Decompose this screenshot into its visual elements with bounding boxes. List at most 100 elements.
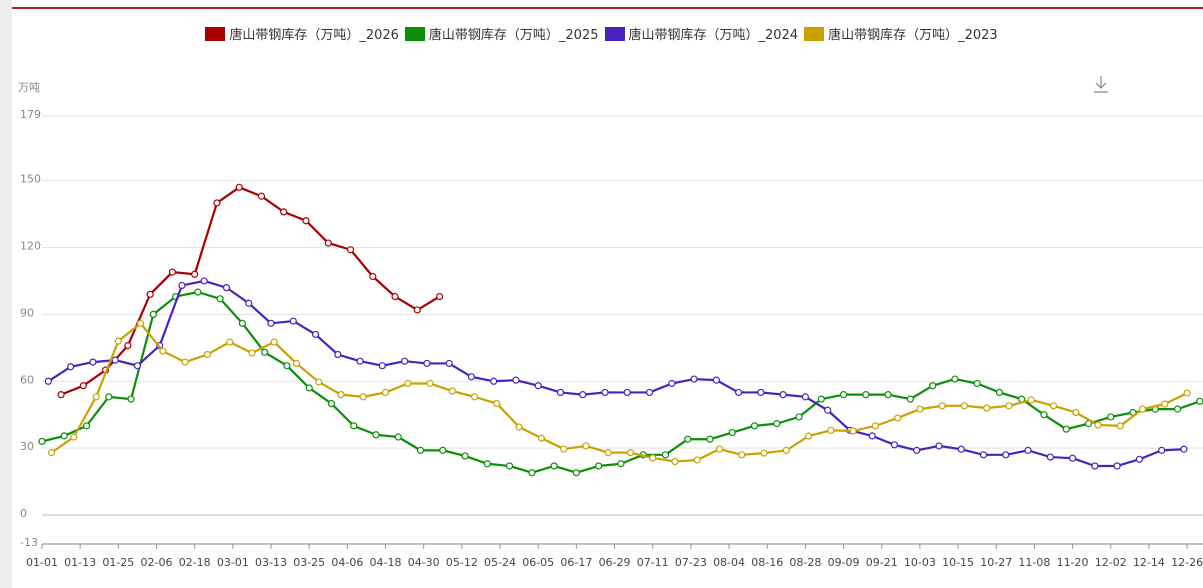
data-point [1094,421,1102,429]
data-point [369,272,377,281]
y-tick-label: 30 [20,440,34,453]
data-point [82,422,91,430]
data-point [191,270,199,278]
data-point [884,391,892,399]
data-point [1005,402,1013,410]
data-point [356,357,364,365]
data-point [801,393,809,401]
data-point [235,183,243,191]
data-point [289,317,297,325]
y-tick-label: 60 [20,373,34,386]
legend-item[interactable]: 唐山带钢库存（万吨）_2023 [804,24,998,43]
data-point [1180,445,1188,453]
data-point [292,359,301,368]
x-tick-label: 12-14 [1133,556,1165,569]
data-point [105,393,113,401]
data-point [960,402,969,410]
x-tick-label: 05-12 [446,556,478,569]
x-tick-label: 11-20 [1057,556,1089,569]
data-point [146,290,154,298]
x-tick-label: 10-27 [980,556,1012,569]
data-point [957,445,965,453]
data-point [1196,397,1203,405]
data-point [467,373,476,381]
data-point [938,402,946,410]
x-tick-label: 03-25 [293,556,325,569]
x-tick-label: 04-18 [370,556,402,569]
data-point [1138,405,1147,413]
data-point [127,395,135,403]
series-line [60,186,441,396]
data-point [1113,462,1121,470]
data-point [315,378,323,386]
data-point [626,449,635,457]
data-point [159,347,167,355]
data-point [89,358,97,366]
data-point [324,239,332,247]
y-tick-label: 120 [20,240,41,253]
data-point [178,281,186,290]
data-point [894,414,902,422]
legend-item[interactable]: 唐山带钢库存（万吨）_2024 [604,24,798,43]
data-point [372,431,380,439]
data-point [111,356,119,364]
data-point [305,384,313,392]
y-tick-label: 90 [20,306,34,319]
x-tick-label: 12-02 [1095,556,1127,569]
data-point [137,319,145,327]
data-point [1091,462,1099,470]
data-point [871,422,879,430]
data-point [439,446,447,454]
data-point [245,299,253,307]
x-tick-label: 08-28 [789,556,821,569]
data-point [515,423,523,431]
data-point [1183,389,1191,397]
data-point [213,199,221,207]
data-point [560,445,568,453]
data-point [916,405,924,413]
legend-item[interactable]: 唐山带钢库存（万吨）_2026 [205,24,399,43]
data-point [582,442,590,450]
data-point [124,342,132,350]
x-tick-label: 10-15 [942,556,974,569]
data-point [795,413,803,421]
data-point [760,449,768,457]
x-tick-label: 01-13 [64,556,96,569]
x-tick-label: 09-21 [866,556,898,569]
data-point [550,462,558,470]
y-unit: 万吨 [18,81,40,94]
data-point [238,319,246,327]
data-point [423,359,431,368]
data-point [617,460,625,468]
legend-item[interactable]: 唐山带钢库存（万吨）_2025 [404,24,599,43]
data-point [334,350,342,359]
data-point [913,446,921,454]
data-point [1173,405,1182,413]
data-point [1046,453,1054,461]
x-tick-label: 01-25 [102,556,134,569]
data-point [824,406,832,414]
data-point [60,432,68,440]
x-tick-label: 04-30 [408,556,440,569]
x-tick-label: 12-26 [1171,556,1203,569]
data-point [413,306,421,314]
data-point [601,388,609,397]
x-tick-label: 05-24 [484,556,516,569]
data-point [216,295,224,303]
x-tick-label: 06-17 [560,556,592,569]
series-line [50,322,1188,463]
data-point [849,427,857,435]
data-point [951,375,959,383]
legend: 唐山带钢库存（万吨）_2026 唐山带钢库存（万吨）_2025 唐山带钢库存（万吨）… [0,24,1203,43]
download-icon[interactable] [1094,76,1108,93]
x-tick-label: 02-06 [141,556,173,569]
data-point [302,217,310,225]
data-point [973,379,981,388]
data-point [579,391,587,399]
data-point [649,454,657,462]
data-point [671,457,679,466]
data-point [661,451,670,459]
data-point [1072,408,1080,417]
data-point [270,338,278,346]
x-tick-label: 10-03 [904,556,936,569]
